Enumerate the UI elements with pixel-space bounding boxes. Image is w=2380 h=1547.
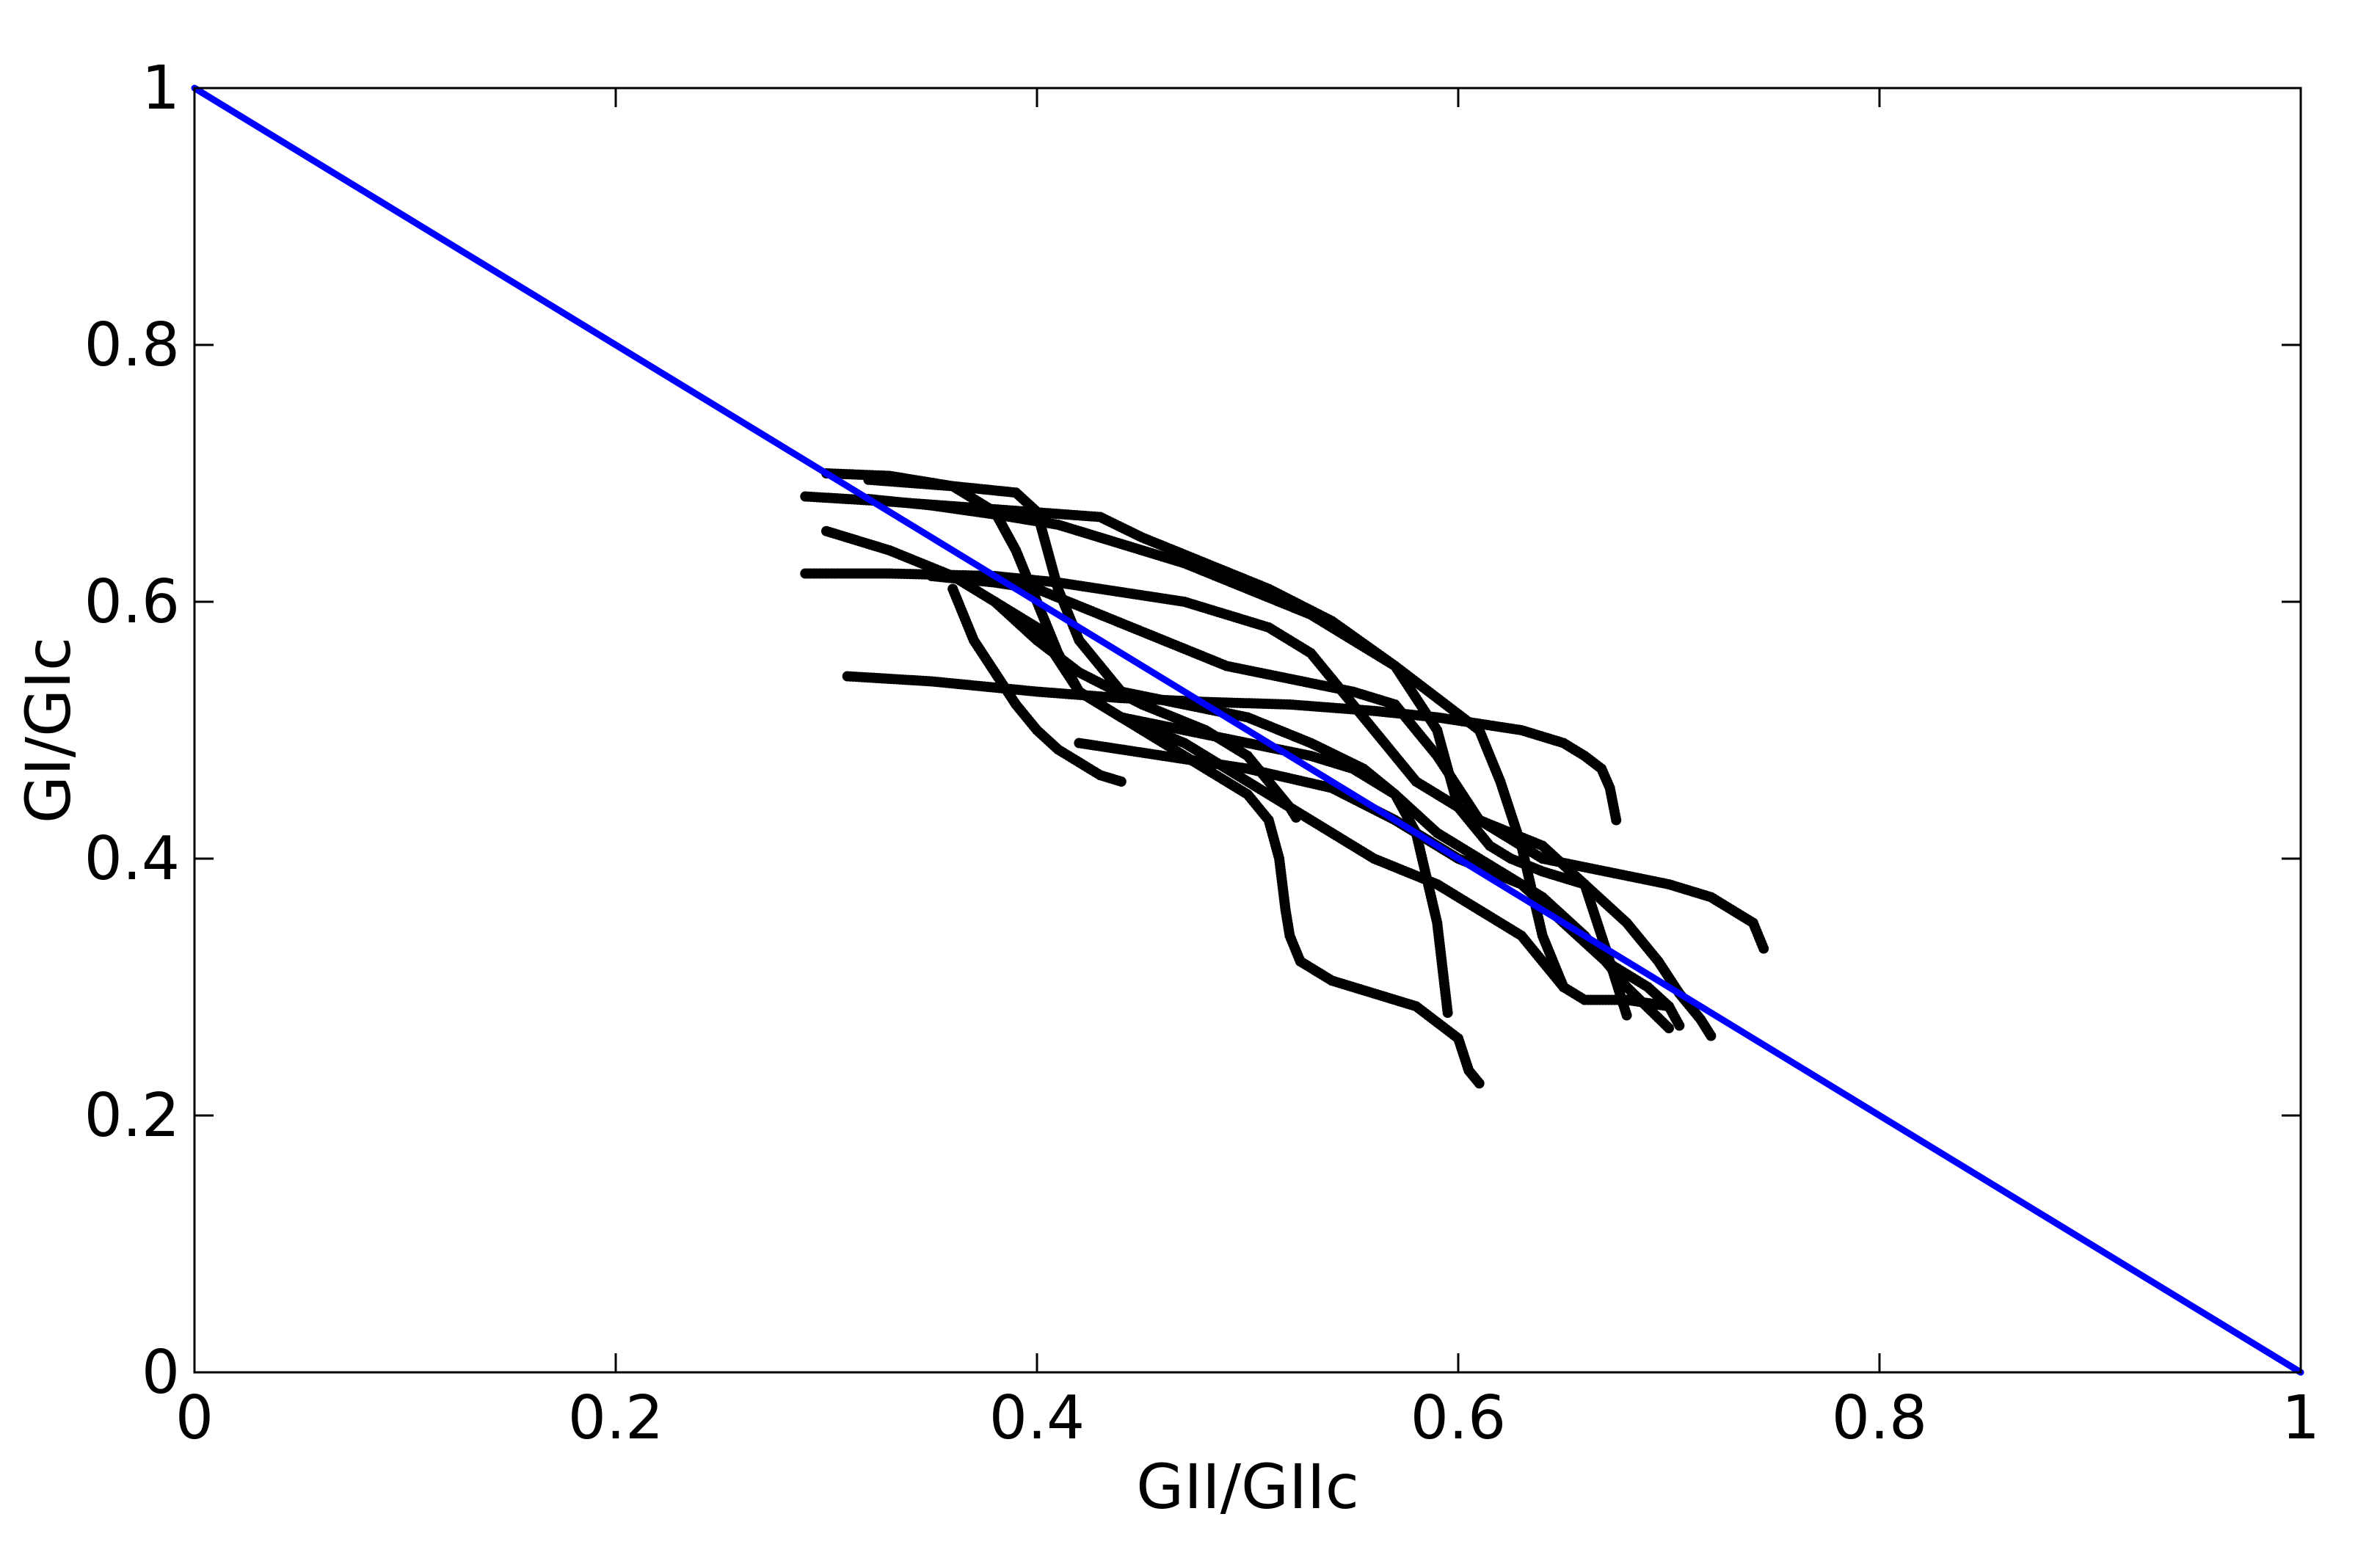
tick-layer: 0 0.2 0.4 0.6 0.8 1 0 0.2 0.4 0.6 0.8 1 <box>84 54 2321 1453</box>
data-point <box>1664 1001 1674 1012</box>
data-point <box>1706 1030 1717 1041</box>
data-series-7 <box>863 494 1569 992</box>
data-point <box>1611 815 1622 826</box>
x-tick-label: 0.2 <box>568 1383 663 1453</box>
reference-line-layer <box>191 84 2304 1376</box>
y-tick-label: 0.8 <box>84 310 180 380</box>
data-point <box>1664 1023 1674 1033</box>
y-tick-label: 0.6 <box>84 567 180 637</box>
reference-line <box>191 84 2304 1376</box>
data-point <box>1442 1008 1453 1018</box>
y-tick-label: 0 <box>142 1338 180 1408</box>
plot-frame <box>193 87 2302 1374</box>
data-point <box>1674 1020 1685 1031</box>
data-point <box>1116 776 1127 787</box>
x-tick-label: 0 <box>175 1383 214 1453</box>
data-series-9 <box>947 583 1127 787</box>
data-point <box>1621 1010 1632 1021</box>
x-tick-label: 1 <box>2282 1383 2320 1453</box>
data-layer <box>800 468 1769 1089</box>
data-series-12 <box>1116 712 1674 1012</box>
y-tick-label: 0.2 <box>84 1081 180 1151</box>
y-axis-label: GI/GIc <box>12 637 84 823</box>
x-tick-label: 0.6 <box>1411 1383 1506 1453</box>
y-tick-label: 0.4 <box>84 824 180 894</box>
x-tick-label: 0.4 <box>989 1383 1085 1453</box>
x-tick-label: 0.8 <box>1832 1383 1927 1453</box>
data-point <box>1758 943 1769 954</box>
data-point <box>1474 1078 1485 1089</box>
x-axis-label: GII/GIIc <box>1136 1451 1359 1523</box>
data-series-8 <box>926 571 1769 954</box>
y-tick-label: 1 <box>142 54 180 123</box>
